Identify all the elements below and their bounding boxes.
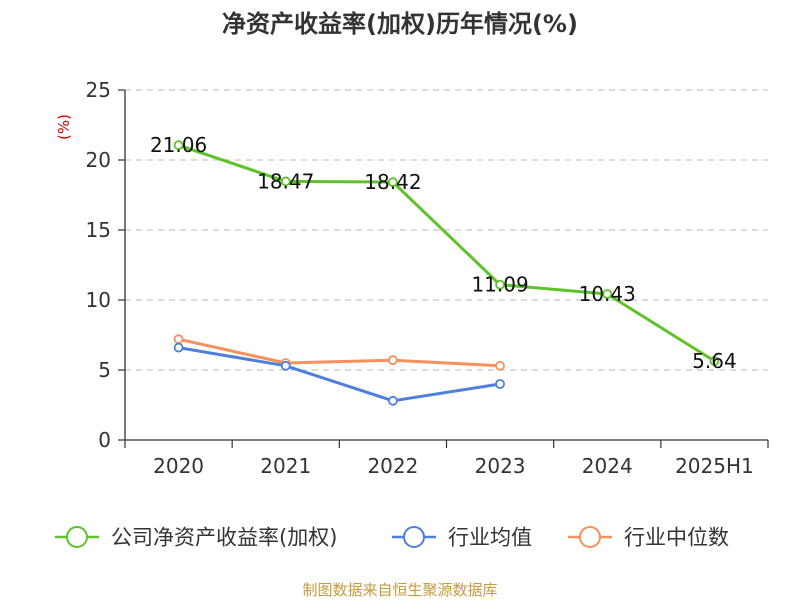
y-tick-label: 25 bbox=[86, 78, 111, 102]
legend-circle-marker bbox=[579, 526, 601, 548]
y-tick-label: 10 bbox=[86, 288, 111, 312]
data-label: 5.64 bbox=[692, 349, 737, 373]
series-lines bbox=[173, 140, 720, 406]
data-point bbox=[388, 355, 398, 366]
data-point bbox=[388, 177, 398, 188]
data-label: 10.43 bbox=[579, 282, 636, 306]
gridlines bbox=[125, 89, 768, 371]
x-tick-label: 2020 bbox=[153, 454, 204, 478]
data-point bbox=[495, 360, 505, 371]
data-point bbox=[602, 289, 613, 299]
data-label: 18.47 bbox=[257, 169, 314, 193]
y-tick-label: 5 bbox=[98, 358, 111, 382]
data-point bbox=[495, 379, 505, 389]
data-point bbox=[280, 176, 291, 187]
legend-item: 行业中位数 bbox=[568, 526, 729, 550]
axes: 0 5 10 15 20 25 2020 2021 2022 2023 2024 2025H1 bbox=[86, 78, 769, 478]
data-source-note: 制图数据来自恒生聚源数据库 bbox=[302, 581, 497, 599]
data-point bbox=[709, 356, 720, 366]
series-line bbox=[178, 337, 501, 368]
data-label: 21.06 bbox=[150, 133, 207, 157]
y-axis-unit-label: (%) bbox=[55, 114, 73, 140]
x-tick-label: 2024 bbox=[582, 454, 633, 478]
data-point bbox=[280, 360, 291, 371]
legend: 公司净资产收益率(加权) 行业均值 行业中位数 bbox=[55, 526, 729, 550]
data-point bbox=[173, 342, 184, 353]
x-tick-label: 2023 bbox=[475, 454, 526, 478]
data-point bbox=[495, 279, 505, 290]
legend-item: 公司净资产收益率(加权) bbox=[55, 526, 337, 550]
y-tick-label: 0 bbox=[98, 428, 111, 452]
legend-label: 行业均值 bbox=[448, 526, 532, 550]
legend-label: 公司净资产收益率(加权) bbox=[111, 526, 337, 550]
data-label: 11.09 bbox=[471, 273, 528, 297]
x-tick-label: 2022 bbox=[367, 454, 418, 478]
x-tick-label: 2021 bbox=[260, 454, 311, 478]
legend-label: 行业中位数 bbox=[624, 526, 729, 550]
x-tick-label: 2025H1 bbox=[675, 454, 754, 478]
y-tick-label: 20 bbox=[86, 148, 111, 172]
y-tick-label: 15 bbox=[86, 218, 111, 242]
data-point bbox=[388, 395, 398, 406]
series-line bbox=[178, 346, 501, 403]
data-point bbox=[173, 334, 184, 345]
chart-title: 净资产收益率(加权)历年情况(%) bbox=[222, 10, 578, 38]
data-label: 18.42 bbox=[364, 170, 421, 194]
data-point bbox=[173, 140, 184, 151]
data-labels: 21.06 18.47 18.42 11.09 10.43 5.64 bbox=[150, 133, 737, 373]
legend-circle-marker bbox=[66, 526, 88, 548]
legend-circle-marker bbox=[403, 526, 425, 548]
series-line bbox=[178, 143, 716, 363]
legend-item: 行业均值 bbox=[392, 526, 532, 550]
